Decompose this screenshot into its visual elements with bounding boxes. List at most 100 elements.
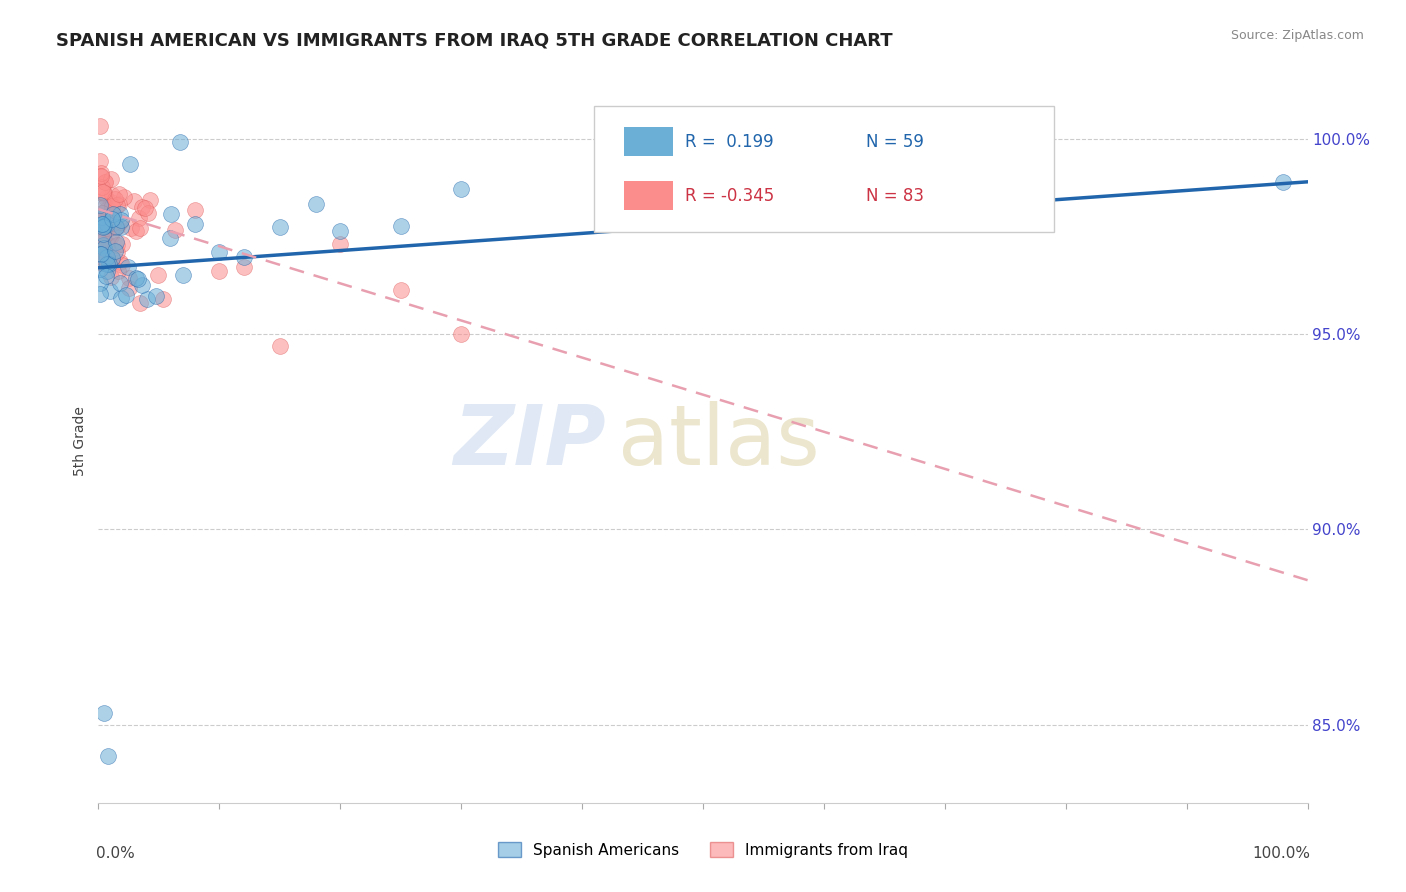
Immigrants from Iraq <box>100 225 122 239</box>
Spanish Americans <box>329 224 352 238</box>
Spanish Americans <box>96 217 118 231</box>
Text: R = -0.345: R = -0.345 <box>685 187 775 205</box>
Immigrants from Iraq <box>94 175 117 189</box>
Immigrants from Iraq <box>94 215 117 229</box>
Immigrants from Iraq <box>269 339 291 353</box>
Text: 100.0%: 100.0% <box>1253 847 1310 861</box>
Immigrants from Iraq <box>89 153 111 168</box>
Immigrants from Iraq <box>100 270 122 285</box>
Spanish Americans <box>110 219 132 234</box>
FancyBboxPatch shape <box>624 128 672 156</box>
Text: 0.0%: 0.0% <box>96 847 135 861</box>
Spanish Americans <box>160 207 183 221</box>
Spanish Americans <box>104 244 127 258</box>
Immigrants from Iraq <box>89 217 111 231</box>
Spanish Americans <box>115 288 138 302</box>
Spanish Americans <box>90 247 112 261</box>
Immigrants from Iraq <box>89 235 111 249</box>
Spanish Americans <box>208 245 231 260</box>
Immigrants from Iraq <box>138 206 160 220</box>
Spanish Americans <box>89 247 111 261</box>
Immigrants from Iraq <box>93 219 115 233</box>
Spanish Americans <box>269 219 291 234</box>
Immigrants from Iraq <box>118 271 141 285</box>
Spanish Americans <box>105 220 128 235</box>
Spanish Americans <box>91 211 114 225</box>
Immigrants from Iraq <box>90 221 112 235</box>
FancyBboxPatch shape <box>595 105 1053 232</box>
Immigrants from Iraq <box>91 179 114 194</box>
Immigrants from Iraq <box>105 198 128 212</box>
Spanish Americans <box>91 219 114 234</box>
Immigrants from Iraq <box>389 283 412 297</box>
Immigrants from Iraq <box>89 214 111 228</box>
Immigrants from Iraq <box>100 229 122 244</box>
Spanish Americans <box>104 235 127 249</box>
Spanish Americans <box>120 156 142 170</box>
Spanish Americans <box>108 277 131 291</box>
Immigrants from Iraq <box>139 194 162 208</box>
Spanish Americans <box>91 227 114 241</box>
Spanish Americans <box>131 278 153 293</box>
Immigrants from Iraq <box>111 237 134 252</box>
Immigrants from Iraq <box>91 186 114 200</box>
Immigrants from Iraq <box>94 191 117 205</box>
Immigrants from Iraq <box>128 296 150 310</box>
Spanish Americans <box>96 264 118 278</box>
Spanish Americans <box>98 257 121 271</box>
Spanish Americans <box>89 261 111 276</box>
Immigrants from Iraq <box>134 201 156 215</box>
Spanish Americans <box>89 198 111 212</box>
Immigrants from Iraq <box>96 213 118 227</box>
Spanish Americans <box>124 271 146 285</box>
Spanish Americans <box>159 230 181 244</box>
Immigrants from Iraq <box>146 268 169 283</box>
Immigrants from Iraq <box>122 194 145 208</box>
Immigrants from Iraq <box>91 244 114 258</box>
Immigrants from Iraq <box>101 251 124 265</box>
Immigrants from Iraq <box>128 211 150 226</box>
Immigrants from Iraq <box>112 190 135 204</box>
Spanish Americans <box>172 268 194 282</box>
Text: SPANISH AMERICAN VS IMMIGRANTS FROM IRAQ 5TH GRADE CORRELATION CHART: SPANISH AMERICAN VS IMMIGRANTS FROM IRAQ… <box>56 31 893 49</box>
Immigrants from Iraq <box>94 218 117 232</box>
Spanish Americans <box>110 206 132 220</box>
Spanish Americans <box>93 219 115 233</box>
Spanish Americans <box>145 288 167 302</box>
Spanish Americans <box>96 257 118 271</box>
Immigrants from Iraq <box>101 216 124 230</box>
Immigrants from Iraq <box>110 255 132 269</box>
Spanish Americans <box>110 213 132 227</box>
Immigrants from Iraq <box>232 260 254 274</box>
Spanish Americans <box>389 219 412 233</box>
Immigrants from Iraq <box>104 219 127 234</box>
Spanish Americans <box>97 748 120 763</box>
Immigrants from Iraq <box>90 206 112 220</box>
Immigrants from Iraq <box>89 169 111 183</box>
Immigrants from Iraq <box>91 187 114 202</box>
Immigrants from Iraq <box>94 175 117 189</box>
Text: R =  0.199: R = 0.199 <box>685 133 773 151</box>
FancyBboxPatch shape <box>624 181 672 211</box>
Spanish Americans <box>94 269 117 284</box>
Spanish Americans <box>450 182 472 196</box>
Immigrants from Iraq <box>96 236 118 251</box>
Spanish Americans <box>101 211 124 226</box>
Spanish Americans <box>169 135 191 149</box>
Immigrants from Iraq <box>94 246 117 260</box>
Spanish Americans <box>91 217 114 231</box>
Immigrants from Iraq <box>90 256 112 270</box>
Spanish Americans <box>136 292 159 306</box>
Spanish Americans <box>1272 175 1295 189</box>
Immigrants from Iraq <box>89 249 111 263</box>
Immigrants from Iraq <box>120 221 142 235</box>
Immigrants from Iraq <box>125 224 148 238</box>
Immigrants from Iraq <box>90 169 112 184</box>
Immigrants from Iraq <box>93 211 115 226</box>
Immigrants from Iraq <box>97 213 120 227</box>
Immigrants from Iraq <box>93 186 115 201</box>
Immigrants from Iraq <box>108 186 131 201</box>
Spanish Americans <box>101 251 124 265</box>
Immigrants from Iraq <box>329 237 352 252</box>
Spanish Americans <box>232 251 254 265</box>
